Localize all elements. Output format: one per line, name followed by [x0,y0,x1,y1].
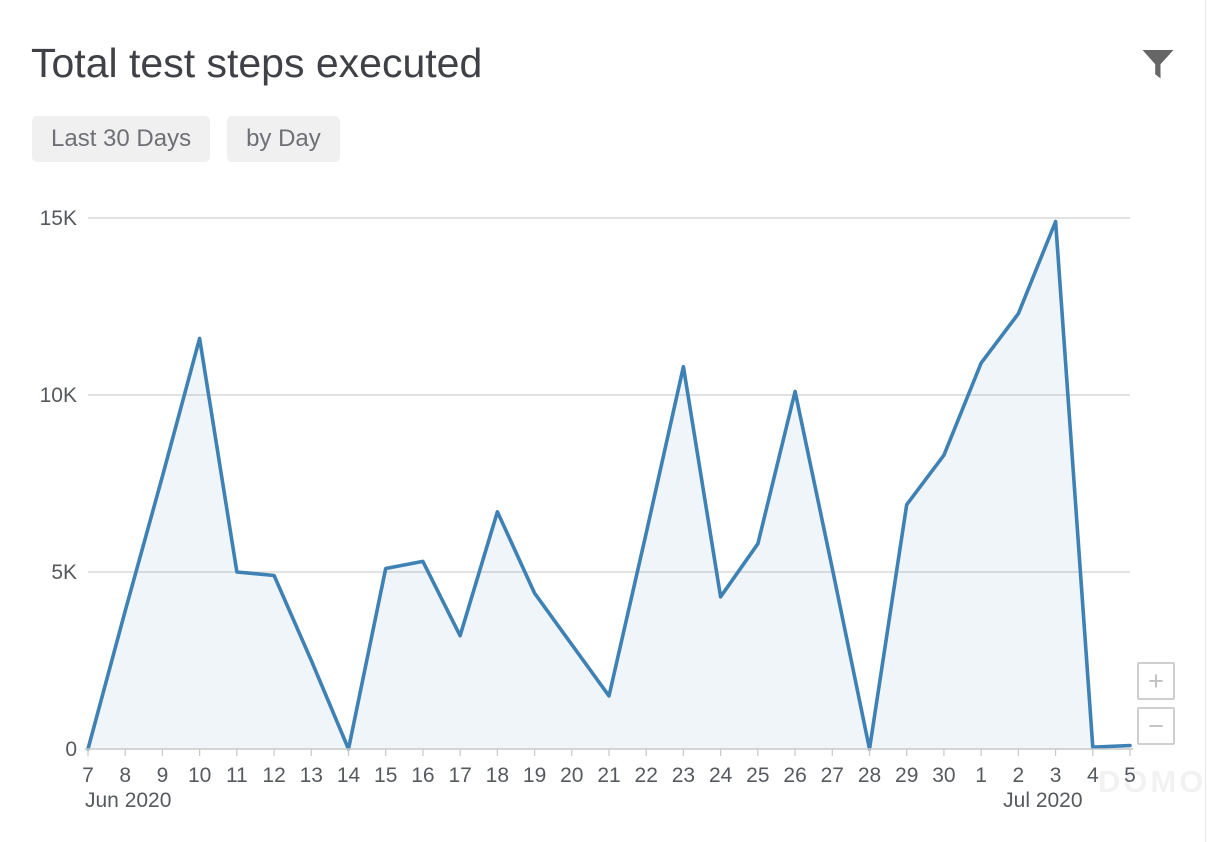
page-title: Total test steps executed [31,40,483,86]
x-tick-label: 27 [821,764,844,787]
x-tick-label: 19 [523,764,546,787]
x-tick-label: 8 [119,764,131,787]
x-tick-label: 12 [262,764,285,787]
zoom-in-button[interactable]: + [1137,662,1175,700]
chart-area-fill [88,221,1130,749]
x-tick-label: 10 [188,764,211,787]
x-tick-label: 24 [709,764,733,787]
badge-granularity[interactable]: by Day [227,116,340,162]
x-tick-label: 20 [560,764,583,787]
x-tick-label: 28 [858,764,881,787]
filter-button[interactable] [1138,46,1178,86]
badge-date-range[interactable]: Last 30 Days [32,116,211,162]
card-right-border [1205,0,1206,842]
x-tick-label: 23 [672,764,695,787]
x-tick-label: 11 [226,764,248,787]
x-tick-label: 3 [1050,764,1062,787]
x-tick-label: 9 [157,764,169,787]
badge-row: Last 30 Days by Day [32,116,340,162]
x-tick-label: 17 [448,764,471,787]
x-tick-label: 22 [635,764,658,787]
y-tick-label: 5K [51,561,77,584]
zoom-out-button[interactable]: − [1137,707,1175,745]
domo-watermark: DOMO [1098,764,1207,799]
x-tick-label: 5 [1124,764,1136,787]
x-tick-label: 30 [932,764,955,787]
x-tick-label: 26 [783,764,806,787]
x-tick-label: 15 [374,764,397,787]
x-tick-label: 16 [411,764,434,787]
x-tick-label: 25 [746,764,769,787]
x-tick-label: 29 [895,764,918,787]
y-tick-label: 10K [40,384,77,407]
x-tick-label: 13 [300,764,323,787]
x-month-label: Jun 2020 [85,789,171,812]
funnel-filter-icon [1142,49,1174,78]
x-tick-label: 1 [975,764,987,787]
y-tick-label: 0 [65,738,77,761]
x-tick-label: 2 [1013,764,1025,787]
x-month-label: Jul 2020 [1003,789,1082,812]
x-tick-label: 7 [82,764,94,787]
x-tick-label: 14 [337,764,361,787]
zoom-controls: + − [1137,662,1175,745]
x-tick-label: 4 [1087,764,1099,787]
chart-line [86,219,1132,751]
y-tick-label: 15K [40,207,77,230]
x-tick-label: 18 [486,764,509,787]
x-tick-label: 21 [597,764,620,787]
